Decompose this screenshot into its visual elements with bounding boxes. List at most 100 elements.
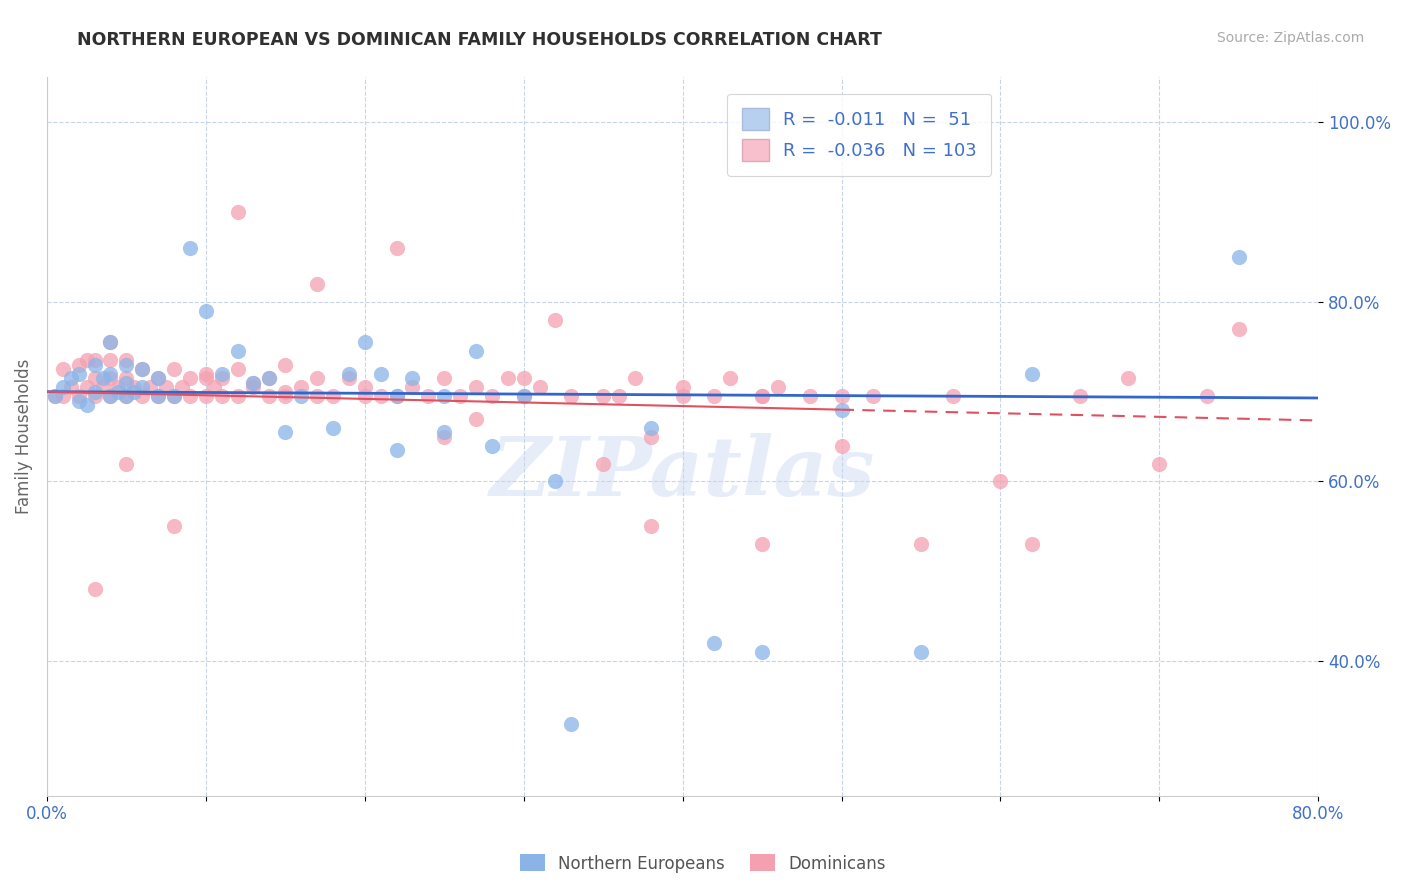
Point bbox=[592, 389, 614, 403]
Point bbox=[44, 389, 66, 403]
Point bbox=[131, 380, 153, 394]
Point bbox=[544, 313, 567, 327]
Point bbox=[226, 205, 249, 219]
Point bbox=[211, 367, 233, 381]
Point bbox=[52, 362, 75, 376]
Point bbox=[481, 389, 503, 403]
Point bbox=[242, 380, 264, 394]
Point bbox=[202, 380, 225, 394]
Point bbox=[496, 371, 519, 385]
Point bbox=[831, 402, 853, 417]
Point bbox=[766, 380, 789, 394]
Point bbox=[59, 371, 82, 385]
Point bbox=[194, 389, 217, 403]
Point bbox=[831, 439, 853, 453]
Point bbox=[1227, 250, 1250, 264]
Y-axis label: Family Households: Family Households bbox=[15, 359, 32, 515]
Point bbox=[910, 537, 932, 551]
Point bbox=[512, 389, 534, 403]
Point bbox=[831, 389, 853, 403]
Point bbox=[337, 367, 360, 381]
Point bbox=[370, 389, 392, 403]
Point bbox=[274, 384, 297, 399]
Point bbox=[465, 411, 488, 425]
Point bbox=[163, 389, 186, 403]
Point bbox=[100, 389, 122, 403]
Point bbox=[560, 389, 582, 403]
Point bbox=[115, 389, 138, 403]
Point bbox=[67, 358, 90, 372]
Point bbox=[560, 717, 582, 731]
Point bbox=[91, 371, 114, 385]
Point bbox=[1021, 367, 1043, 381]
Point bbox=[307, 277, 329, 291]
Point bbox=[83, 582, 105, 597]
Point bbox=[703, 389, 725, 403]
Point bbox=[163, 389, 186, 403]
Point bbox=[242, 376, 264, 390]
Point bbox=[67, 389, 90, 403]
Point bbox=[274, 389, 297, 403]
Point bbox=[529, 380, 551, 394]
Point bbox=[44, 389, 66, 403]
Text: NORTHERN EUROPEAN VS DOMINICAN FAMILY HOUSEHOLDS CORRELATION CHART: NORTHERN EUROPEAN VS DOMINICAN FAMILY HO… bbox=[77, 31, 882, 49]
Point bbox=[353, 335, 375, 350]
Point bbox=[83, 389, 105, 403]
Point bbox=[290, 380, 312, 394]
Point bbox=[718, 371, 741, 385]
Point bbox=[1149, 457, 1171, 471]
Point bbox=[100, 371, 122, 385]
Point bbox=[544, 475, 567, 489]
Point bbox=[226, 344, 249, 359]
Point bbox=[337, 371, 360, 385]
Point bbox=[67, 367, 90, 381]
Text: ZIPatlas: ZIPatlas bbox=[489, 433, 876, 513]
Point bbox=[274, 358, 297, 372]
Point bbox=[100, 389, 122, 403]
Point bbox=[624, 371, 647, 385]
Point bbox=[640, 420, 662, 434]
Point bbox=[131, 362, 153, 376]
Point bbox=[76, 353, 98, 368]
Point bbox=[481, 439, 503, 453]
Point bbox=[83, 384, 105, 399]
Point bbox=[942, 389, 965, 403]
Point bbox=[124, 380, 146, 394]
Point bbox=[52, 380, 75, 394]
Point bbox=[170, 380, 193, 394]
Point bbox=[751, 389, 773, 403]
Point bbox=[1195, 389, 1218, 403]
Point bbox=[131, 362, 153, 376]
Point bbox=[83, 371, 105, 385]
Point bbox=[115, 389, 138, 403]
Point bbox=[433, 389, 456, 403]
Point bbox=[385, 389, 408, 403]
Point bbox=[385, 241, 408, 255]
Point bbox=[115, 457, 138, 471]
Point bbox=[67, 393, 90, 408]
Point bbox=[211, 389, 233, 403]
Point bbox=[179, 389, 201, 403]
Point bbox=[607, 389, 630, 403]
Point bbox=[100, 367, 122, 381]
Point bbox=[512, 371, 534, 385]
Point bbox=[146, 371, 169, 385]
Point bbox=[242, 376, 264, 390]
Point bbox=[1069, 389, 1091, 403]
Point bbox=[146, 389, 169, 403]
Point bbox=[1227, 322, 1250, 336]
Point bbox=[418, 389, 440, 403]
Point bbox=[671, 380, 693, 394]
Point bbox=[146, 389, 169, 403]
Point bbox=[640, 519, 662, 533]
Point bbox=[91, 380, 114, 394]
Point bbox=[52, 389, 75, 403]
Point bbox=[194, 371, 217, 385]
Point bbox=[107, 384, 129, 399]
Point bbox=[83, 358, 105, 372]
Point bbox=[751, 389, 773, 403]
Point bbox=[83, 353, 105, 368]
Point bbox=[799, 389, 821, 403]
Point bbox=[131, 389, 153, 403]
Point bbox=[449, 389, 471, 403]
